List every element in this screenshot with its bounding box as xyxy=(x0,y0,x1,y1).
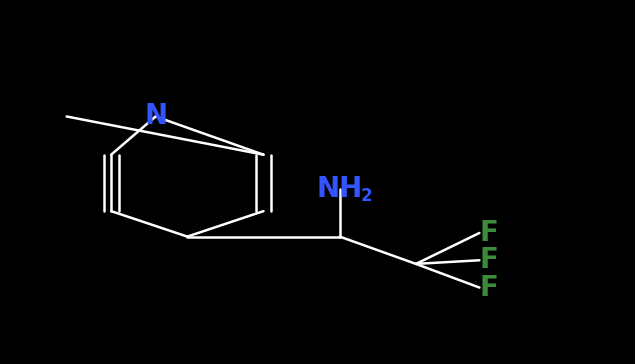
Text: NH: NH xyxy=(317,175,363,203)
Text: F: F xyxy=(479,246,498,274)
Text: F: F xyxy=(479,274,498,301)
Text: N: N xyxy=(144,103,167,130)
Text: 2: 2 xyxy=(361,187,372,205)
Text: F: F xyxy=(479,219,498,247)
